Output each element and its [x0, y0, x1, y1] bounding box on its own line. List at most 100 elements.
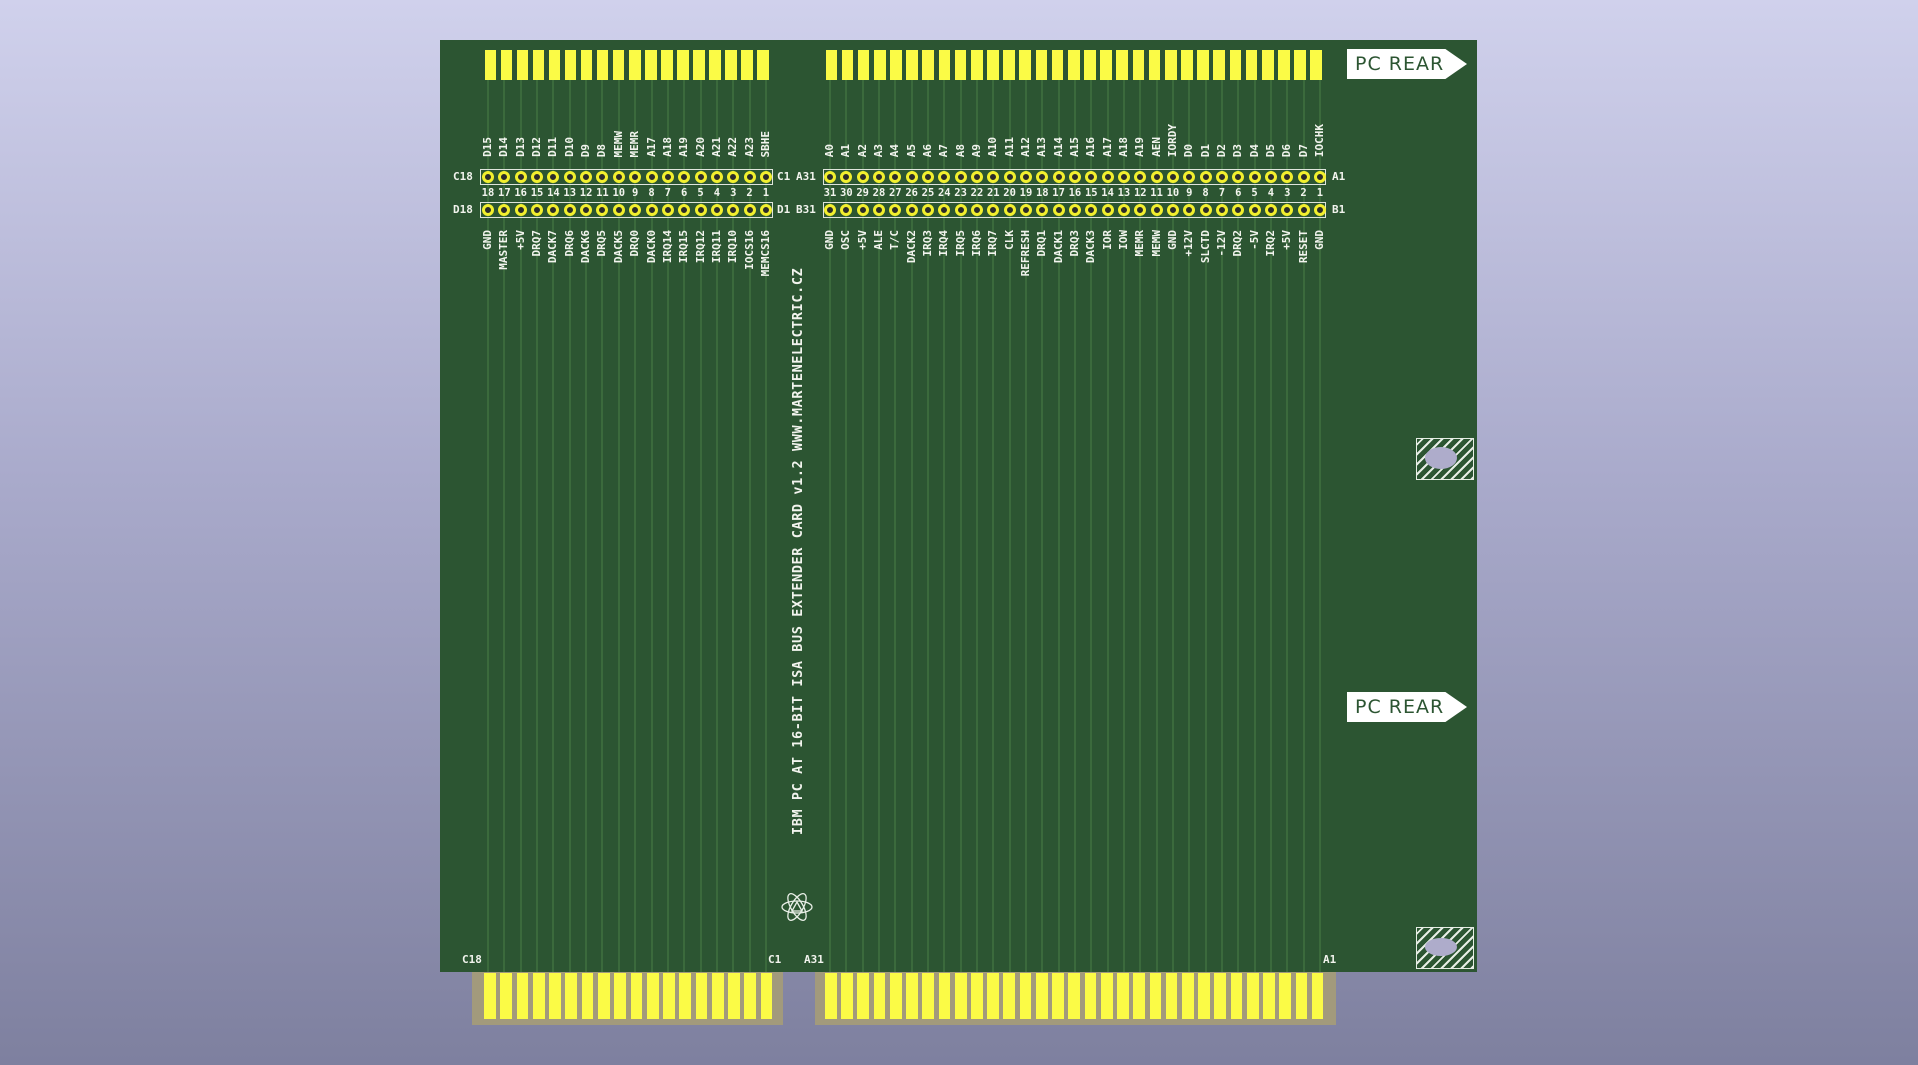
signal-label-top: A21 — [709, 137, 723, 157]
pc-rear-marker-top: PC REAR — [1347, 49, 1467, 79]
signal-label-bottom: +5V — [513, 230, 527, 250]
header-pin — [547, 204, 560, 216]
header-pin — [531, 171, 544, 183]
row-label-c18: C18 — [453, 170, 473, 183]
top-gold-finger — [906, 50, 918, 80]
header-pin — [1183, 171, 1196, 183]
top-gold-finger — [1084, 50, 1096, 80]
signal-label-bottom: CLK — [1002, 230, 1016, 250]
header-pin — [612, 204, 625, 216]
signal-label-bottom: DACK6 — [579, 230, 593, 264]
header-pin — [1264, 171, 1277, 183]
header-pin — [1281, 171, 1294, 183]
header-pin — [629, 204, 642, 216]
top-gold-finger — [612, 50, 625, 80]
top-gold-finger — [922, 50, 935, 80]
pin-number: 5 — [697, 187, 704, 199]
header-pin — [856, 171, 869, 183]
edge-label-c1: C1 — [768, 953, 782, 966]
edge-gold-finger — [532, 973, 545, 1019]
edge-gold-finger — [1246, 973, 1259, 1019]
pin-number: 22 — [970, 187, 984, 199]
signal-label-top: D5 — [1263, 143, 1277, 157]
signal-label-top: D12 — [530, 137, 544, 157]
trace — [1122, 80, 1125, 972]
edge-gold-finger — [1117, 973, 1129, 1019]
signal-label-bottom: +5V — [855, 230, 869, 250]
top-gold-finger — [873, 50, 886, 80]
signal-label-top: A4 — [888, 143, 902, 157]
signal-label-bottom: DACK2 — [904, 230, 918, 264]
edge-gold-finger — [1149, 973, 1162, 1019]
top-gold-finger — [1003, 50, 1015, 80]
trace — [1090, 80, 1093, 972]
edge-gold-finger — [825, 973, 837, 1019]
header-pin — [498, 204, 511, 216]
pin-number: 4 — [713, 187, 721, 199]
trace — [1318, 80, 1321, 972]
signal-label-bottom: DACK1 — [1051, 230, 1065, 264]
edge-gold-finger — [1230, 973, 1243, 1019]
signal-label-bottom: DRQ7 — [530, 230, 544, 257]
top-gold-finger — [629, 50, 641, 80]
header-pin — [872, 204, 885, 216]
signal-label-bottom: T/C — [888, 230, 902, 250]
row-label-a31: A31 — [796, 170, 816, 183]
header-pin — [563, 171, 576, 183]
signal-label-top: D13 — [513, 137, 527, 157]
signal-label-top: D10 — [562, 137, 576, 157]
signal-label-bottom: IRQ12 — [693, 230, 707, 264]
pin-number: 7 — [1218, 187, 1226, 199]
header-pin — [970, 171, 983, 183]
signal-label-bottom: +12V — [1182, 230, 1196, 257]
top-gold-finger — [987, 50, 999, 80]
header-pin — [1150, 171, 1163, 183]
trace — [1171, 80, 1174, 972]
signal-label-top: A17 — [1100, 137, 1114, 157]
trace — [487, 80, 489, 972]
header-pin — [1150, 204, 1163, 216]
signal-label-bottom: +5V — [1280, 230, 1294, 250]
header-row-top — [480, 169, 773, 185]
top-gold-finger — [1035, 50, 1048, 80]
header-pin — [596, 204, 609, 216]
header-pin — [1068, 171, 1081, 183]
header-pin — [1085, 171, 1098, 183]
pin-number: 24 — [937, 187, 951, 199]
trace — [1041, 80, 1044, 972]
edge-gold-finger — [873, 973, 886, 1019]
pin-number: 1 — [1316, 187, 1324, 199]
header-pin — [678, 204, 691, 216]
signal-label-top: A12 — [1018, 137, 1032, 157]
header-pin — [1313, 171, 1326, 183]
signal-label-bottom: -12V — [1214, 230, 1228, 257]
pin-number: 18 — [481, 187, 495, 199]
top-gold-finger — [548, 50, 561, 80]
signal-label-top: A19 — [677, 137, 691, 157]
trace — [634, 80, 637, 972]
edge-gold-finger — [484, 973, 496, 1019]
top-gold-finger — [1310, 50, 1322, 80]
header-pin — [514, 204, 527, 216]
header-pin — [1085, 204, 1098, 216]
top-gold-finger — [1019, 50, 1032, 80]
top-gold-finger — [661, 50, 673, 80]
edge-gold-finger — [841, 973, 853, 1019]
header-pin — [1052, 171, 1065, 183]
signal-label-bottom: IRQ15 — [677, 230, 691, 264]
header-pin — [889, 204, 902, 216]
signal-label-top: D8 — [595, 143, 609, 157]
header-pin — [824, 204, 836, 216]
header-pin — [1281, 204, 1294, 216]
header-pin — [1003, 204, 1016, 216]
edge-gold-finger — [728, 973, 740, 1019]
trace — [1204, 80, 1207, 972]
top-gold-finger — [1245, 50, 1258, 80]
header-pin — [759, 204, 772, 216]
pin-number: 17 — [1052, 187, 1065, 199]
signal-label-bottom: IOCS16 — [742, 230, 756, 270]
pin-number: 3 — [730, 187, 737, 199]
header-pin — [678, 171, 691, 183]
trace — [926, 80, 929, 972]
header-pin — [1248, 171, 1261, 183]
